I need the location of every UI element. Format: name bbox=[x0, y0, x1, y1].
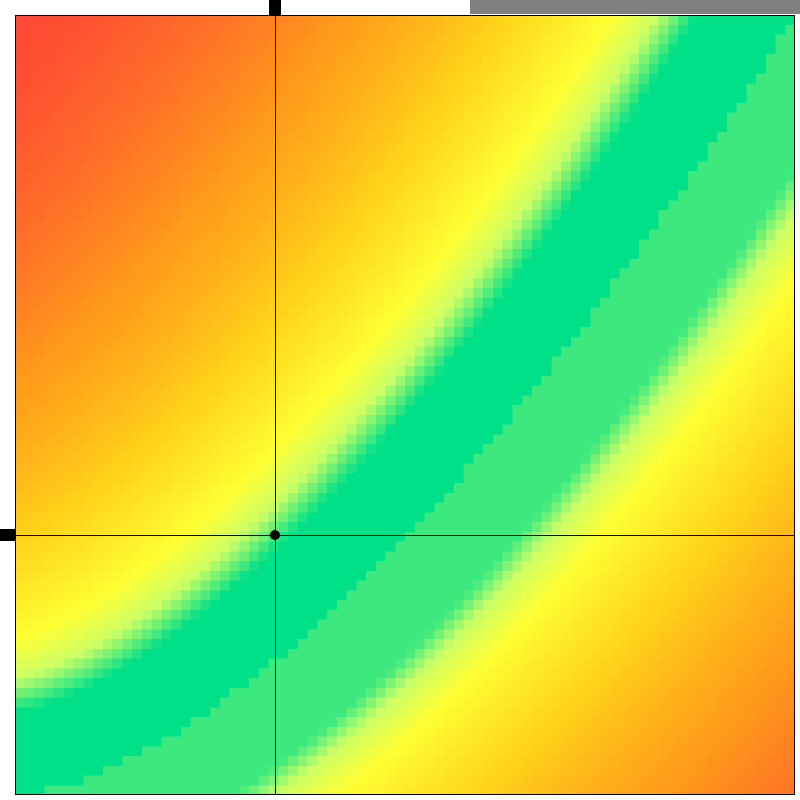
x-axis-line bbox=[15, 535, 795, 536]
heatmap-canvas bbox=[15, 15, 795, 795]
y-axis-tick bbox=[269, 0, 281, 15]
chart-stage bbox=[0, 0, 800, 800]
x-axis-tick bbox=[0, 529, 15, 541]
y-axis-line bbox=[275, 15, 276, 795]
top-gray-bar bbox=[470, 0, 800, 14]
origin-marker bbox=[270, 530, 280, 540]
